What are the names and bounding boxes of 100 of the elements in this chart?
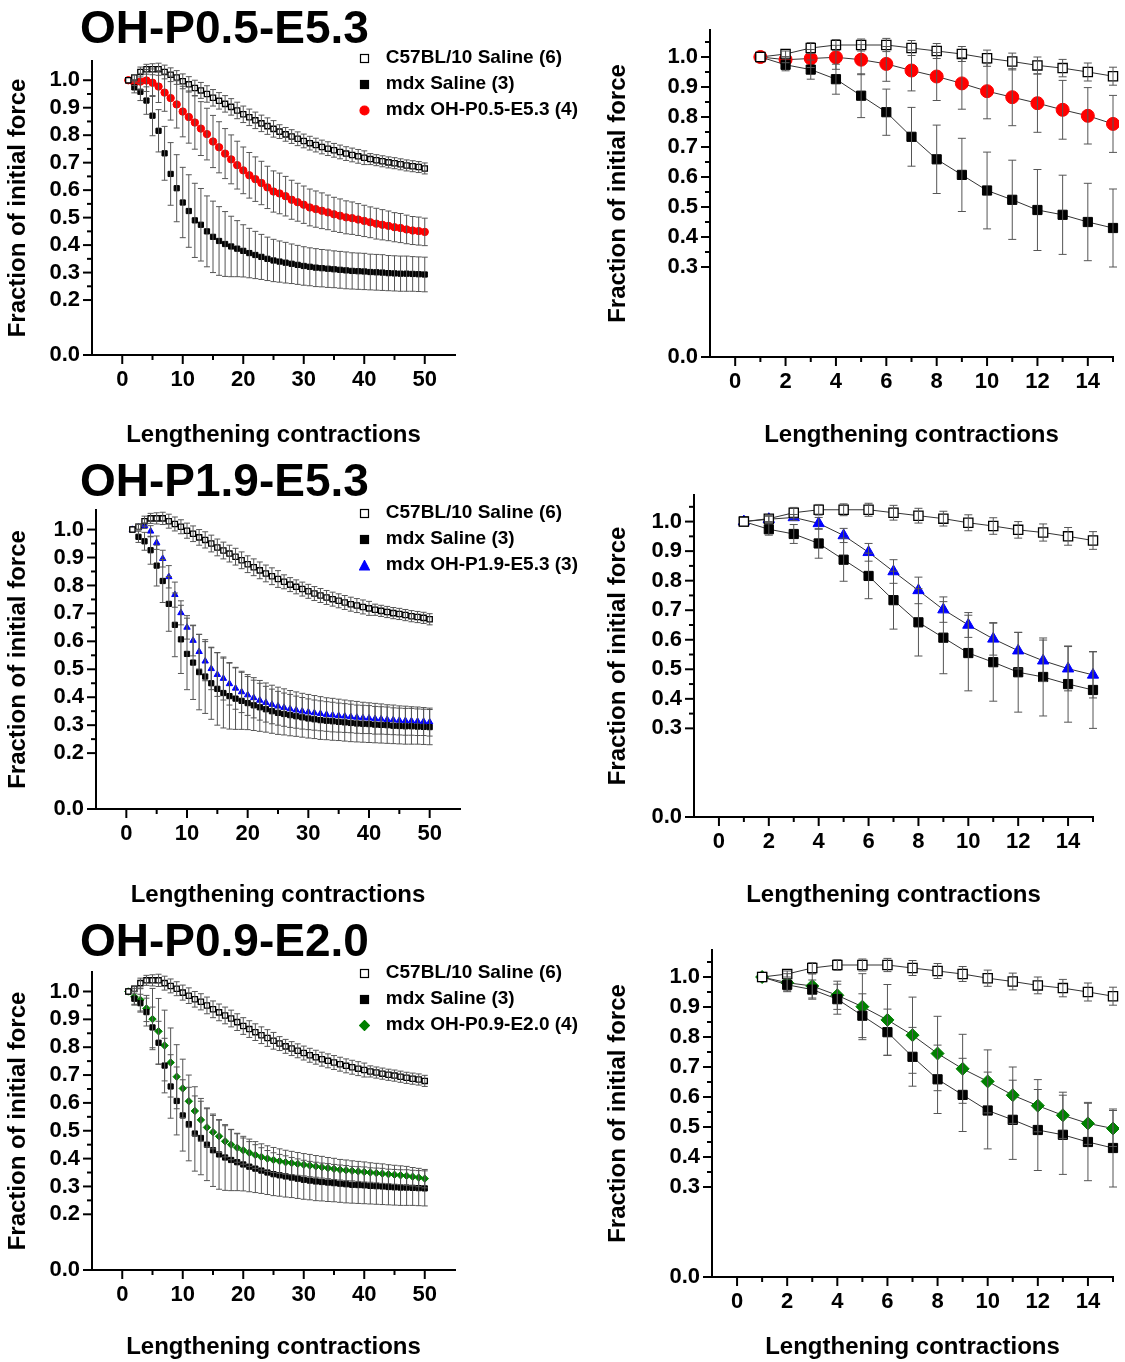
x-tick-label: 40 bbox=[352, 1281, 377, 1307]
y-axis-title: Fraction of initial force bbox=[3, 991, 31, 1251]
x-tick-label: 12 bbox=[1025, 1288, 1051, 1314]
y-tick-label: 0.4 bbox=[49, 231, 81, 257]
y-tick-label: 0.7 bbox=[53, 599, 84, 625]
y-tick-label: 0.5 bbox=[667, 193, 698, 219]
y-axis-title: Fraction of initial force bbox=[603, 984, 631, 1243]
y-tick-label: 0.6 bbox=[53, 627, 84, 653]
legend-label: mdx Saline (3) bbox=[385, 527, 515, 548]
y-tick-label: 0.8 bbox=[667, 103, 698, 129]
x-tick-label: 30 bbox=[291, 366, 316, 392]
x-tick-label: 10 bbox=[174, 820, 200, 846]
y-tick-label: 0.3 bbox=[49, 1172, 80, 1198]
y-tick-label: 0.4 bbox=[651, 684, 683, 710]
y-tick-label: 0.2 bbox=[49, 286, 80, 312]
x-tick-label: 30 bbox=[291, 1281, 316, 1307]
x-tick-label: 0 bbox=[729, 368, 742, 394]
y-tick-label: 0.3 bbox=[669, 1173, 700, 1199]
chart-title: OH-P0.9-E2.0 bbox=[80, 914, 369, 966]
legend-label: C57BL/10 Saline (6) bbox=[385, 501, 563, 522]
x-axis-title: Lengthening contractions bbox=[764, 420, 1059, 448]
y-tick-label: 0.9 bbox=[669, 993, 700, 1019]
y-tick-label: 1.0 bbox=[49, 977, 80, 1003]
legend-label: mdx Saline (3) bbox=[385, 72, 515, 93]
x-tick-label: 10 bbox=[170, 366, 195, 392]
x-tick-label: 0 bbox=[120, 820, 133, 846]
x-tick-label: 10 bbox=[170, 1281, 195, 1307]
y-tick-label: 0.7 bbox=[49, 1061, 80, 1087]
y-tick-label: 0.8 bbox=[49, 121, 80, 147]
x-axis-title: Lengthening contractions bbox=[130, 880, 426, 908]
y-tick-label: 0.0 bbox=[49, 1256, 80, 1282]
y-tick-label: 0.7 bbox=[669, 1053, 700, 1079]
y-tick-label: 0.8 bbox=[53, 571, 84, 597]
x-tick-label: 6 bbox=[862, 828, 875, 854]
x-tick-label: 20 bbox=[231, 1281, 256, 1307]
y-tick-label: 0.0 bbox=[667, 343, 698, 369]
x-axis-title: Lengthening contractions bbox=[126, 1332, 421, 1360]
x-tick-label: 0 bbox=[116, 366, 129, 392]
y-tick-label: 0.5 bbox=[49, 203, 80, 229]
y-tick-label: 0.3 bbox=[651, 714, 682, 740]
y-tick-label: 0.8 bbox=[49, 1033, 80, 1059]
x-axis-title: Lengthening contractions bbox=[746, 880, 1041, 908]
x-tick-label: 0 bbox=[116, 1281, 129, 1307]
y-tick-label: 1.0 bbox=[669, 963, 700, 989]
y-tick-label: 0.0 bbox=[49, 341, 80, 367]
legend-label: mdx OH-P0.5-E5.3 (4) bbox=[385, 98, 578, 119]
x-tick-label: 14 bbox=[1075, 368, 1101, 394]
y-tick-label: 0.4 bbox=[53, 683, 85, 709]
legend-label: C57BL/10 Saline (6) bbox=[385, 961, 563, 982]
x-tick-label: 10 bbox=[974, 368, 1000, 394]
y-tick-label: 0.6 bbox=[49, 1088, 80, 1114]
x-tick-label: 50 bbox=[412, 366, 437, 392]
x-tick-label: 2 bbox=[762, 828, 775, 854]
y-tick-label: 0.9 bbox=[49, 1005, 80, 1031]
x-tick-label: 8 bbox=[912, 828, 925, 854]
y-tick-label: 0.7 bbox=[651, 596, 682, 622]
y-tick-label: 0.0 bbox=[53, 795, 84, 821]
x-axis-title: Lengthening contractions bbox=[765, 1332, 1060, 1360]
y-tick-label: 0.5 bbox=[669, 1113, 700, 1139]
x-tick-label: 0 bbox=[712, 828, 726, 854]
x-tick-label: 30 bbox=[296, 820, 321, 846]
x-tick-label: 12 bbox=[1005, 828, 1031, 854]
x-tick-label: 2 bbox=[781, 1288, 794, 1314]
x-tick-label: 4 bbox=[829, 368, 843, 394]
y-tick-label: 0.4 bbox=[49, 1144, 81, 1170]
chart-title: OH-P1.9-E5.3 bbox=[80, 454, 369, 506]
x-tick-label: 20 bbox=[231, 366, 256, 392]
x-tick-label: 4 bbox=[812, 828, 826, 854]
x-tick-label: 50 bbox=[417, 820, 442, 846]
x-tick-label: 6 bbox=[881, 1288, 894, 1314]
legend-label: mdx OH-P0.9-E2.0 (4) bbox=[385, 1013, 578, 1034]
y-tick-label: 0.3 bbox=[49, 258, 80, 284]
x-tick-label: 12 bbox=[1025, 368, 1050, 394]
y-tick-label: 0.9 bbox=[49, 93, 80, 119]
y-tick-label: 1.0 bbox=[651, 507, 682, 533]
x-tick-label: 40 bbox=[356, 820, 382, 846]
y-axis-title: Fraction of initial force bbox=[3, 78, 31, 338]
chart-title: OH-P0.5-E5.3 bbox=[80, 1, 369, 53]
x-tick-label: 4 bbox=[831, 1288, 845, 1314]
legend-label: C57BL/10 Saline (6) bbox=[385, 46, 563, 67]
y-tick-label: 0.2 bbox=[49, 1200, 80, 1226]
y-tick-label: 0.6 bbox=[669, 1083, 700, 1109]
x-tick-label: 50 bbox=[412, 1281, 437, 1307]
y-tick-label: 0.5 bbox=[49, 1116, 80, 1142]
y-axis-title: Fraction of initial force bbox=[3, 530, 31, 789]
x-tick-label: 6 bbox=[880, 368, 893, 394]
x-axis-title: Lengthening contractions bbox=[126, 420, 421, 448]
y-axis-title: Fraction of initial force bbox=[603, 526, 631, 786]
y-tick-label: 0.4 bbox=[669, 1143, 701, 1169]
y-tick-label: 0.2 bbox=[53, 739, 84, 765]
y-tick-label: 1.0 bbox=[53, 515, 84, 541]
y-tick-label: 0.9 bbox=[667, 73, 698, 99]
y-axis-title: Fraction of initial force bbox=[603, 64, 631, 323]
y-tick-label: 0.9 bbox=[651, 537, 682, 563]
x-tick-label: 2 bbox=[779, 368, 792, 394]
x-tick-label: 8 bbox=[931, 1288, 944, 1314]
y-tick-label: 0.4 bbox=[667, 223, 699, 249]
x-tick-label: 20 bbox=[235, 820, 260, 846]
y-tick-label: 0.3 bbox=[53, 711, 84, 737]
x-tick-label: 14 bbox=[1055, 828, 1082, 854]
